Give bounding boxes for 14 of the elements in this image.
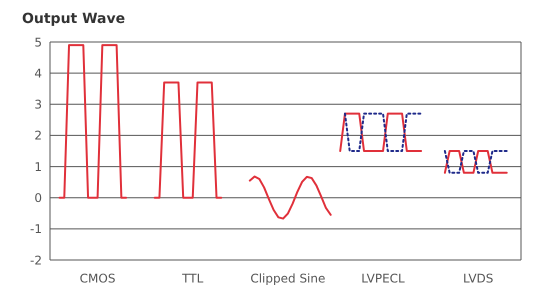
x-tick-label: TTL <box>181 272 204 286</box>
x-tick-label: CMOS <box>80 272 116 286</box>
y-tick-label: 5 <box>34 35 42 50</box>
y-tick-label: 2 <box>34 128 42 143</box>
x-tick-label: LVPECL <box>361 272 406 286</box>
y-tick-label: 4 <box>34 66 42 80</box>
chart-title: Output Wave <box>21 10 126 29</box>
x-tick-label: Clipped Sine <box>250 272 326 286</box>
y-tick-label: -2 <box>30 253 42 268</box>
y-tick-label: 1 <box>34 160 42 174</box>
y-tick-label: 3 <box>34 98 42 112</box>
y-tick-label: 0 <box>34 190 42 205</box>
x-tick-label: LVDS <box>462 272 494 286</box>
y-tick-label: -1 <box>30 222 42 236</box>
